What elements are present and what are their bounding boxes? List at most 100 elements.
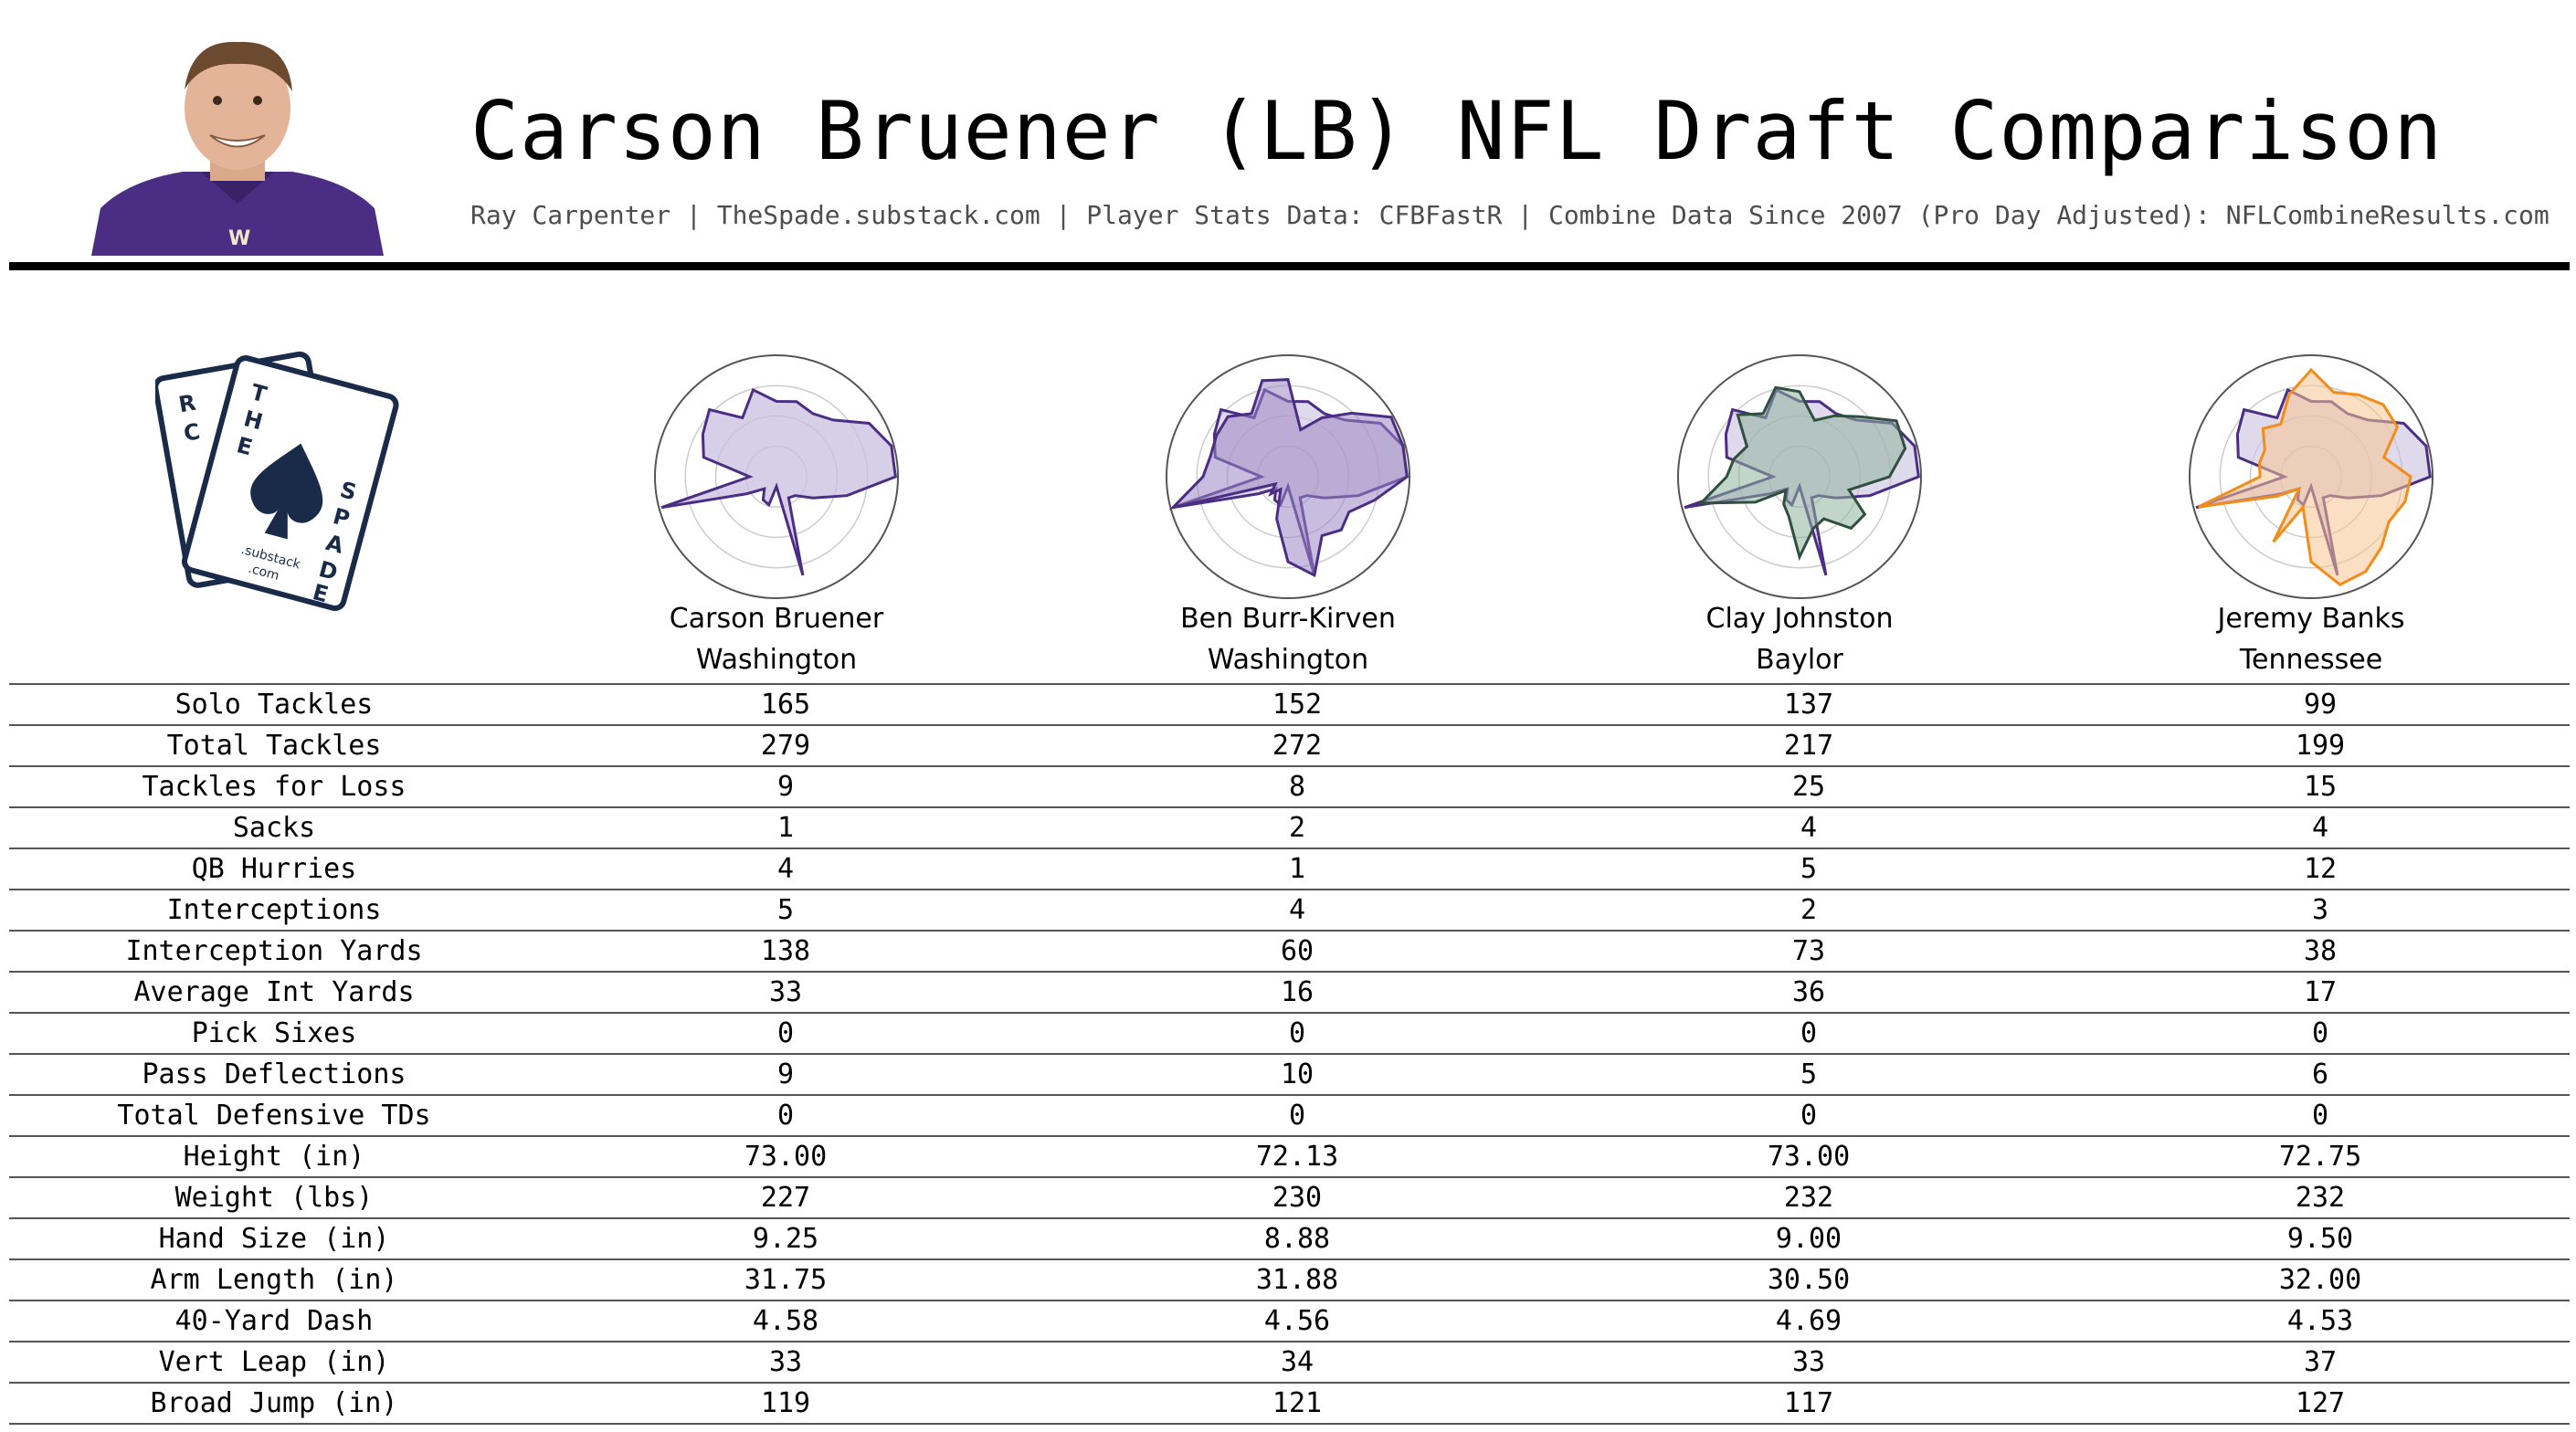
row-label: Sacks — [232, 812, 316, 844]
table-cell: 31.75 — [744, 1264, 828, 1296]
table-cell: 9.00 — [1775, 1223, 1842, 1255]
table-cell: 232 — [2295, 1182, 2346, 1214]
player-header: Ben Burr-Kirven Washington — [1096, 598, 1480, 680]
table-cell: 32.00 — [2278, 1264, 2362, 1296]
table-cell: 4 — [776, 853, 795, 885]
table-cell: 4.56 — [1263, 1305, 1331, 1337]
table-cell: 8 — [1288, 771, 1306, 803]
table-cell: 34 — [1280, 1346, 1314, 1378]
svg-text:E: E — [310, 579, 331, 607]
radar-grid-ring — [2249, 415, 2373, 539]
radar-grid-ring — [2219, 384, 2403, 569]
table-cell: 9.50 — [2286, 1223, 2354, 1255]
table-cell: 36 — [1791, 976, 1826, 1008]
player-name: Jeremy Banks — [2217, 603, 2405, 635]
row-label: QB Hurries — [191, 853, 357, 885]
table-cell: 4.69 — [1775, 1305, 1842, 1337]
table-cell: 217 — [1783, 730, 1834, 762]
table-row: Height (in) 73.00 72.13 73.00 72.75 — [9, 1135, 2570, 1176]
radar-series-comparison — [2198, 367, 2412, 586]
row-label: Tackles for Loss — [142, 771, 406, 803]
row-label: Interception Yards — [125, 935, 423, 967]
table-cell: 0 — [1288, 1017, 1306, 1049]
table-row: QB Hurries 4 1 5 12 — [9, 848, 2570, 889]
table-cell: 0 — [1288, 1100, 1306, 1132]
chart-subtitle: Ray Carpenter | TheSpade.substack.com | … — [470, 200, 2550, 230]
svg-text:W: W — [228, 227, 250, 250]
table-row: Hand Size (in) 9.25 8.88 9.00 9.50 — [9, 1217, 2570, 1258]
table-cell: 33 — [768, 976, 803, 1008]
player-school: Washington — [695, 644, 858, 676]
table-cell: 16 — [1280, 976, 1314, 1008]
row-label: Height (in) — [183, 1141, 365, 1173]
table-cell: 230 — [1272, 1182, 1323, 1214]
player-header: Carson Bruener Washington — [585, 598, 968, 680]
table-cell: 279 — [760, 730, 811, 762]
header-divider — [9, 262, 2570, 270]
svg-text:T: T — [248, 379, 270, 407]
table-cell: 272 — [1272, 730, 1323, 762]
row-label: Arm Length (in) — [150, 1264, 398, 1296]
radar-outer-ring — [1166, 354, 1410, 599]
radar-grid-ring — [1737, 415, 1862, 539]
table-cell: 31.88 — [1255, 1264, 1339, 1296]
table-cell: 33 — [768, 1346, 803, 1378]
table-row: 40-Yard Dash 4.58 4.56 4.69 4.53 — [9, 1300, 2570, 1341]
table-row: Tackles for Loss 9 8 25 15 — [9, 765, 2570, 806]
radar-series-base — [1684, 387, 1920, 576]
radar-grid-ring — [1196, 384, 1380, 569]
row-label: Hand Size (in) — [158, 1223, 390, 1255]
table-cell: 117 — [1783, 1387, 1834, 1419]
table-row: Arm Length (in) 31.75 31.88 30.50 32.00 — [9, 1258, 2570, 1300]
radar-chart — [1166, 354, 1410, 599]
radar-series-base — [1172, 387, 1409, 576]
table-cell: 15 — [2303, 771, 2338, 803]
table-cell: 0 — [776, 1017, 795, 1049]
table-cell: 8.88 — [1263, 1223, 1331, 1255]
row-label: Total Tackles — [166, 730, 382, 762]
radar-grid-ring — [1707, 384, 1892, 569]
table-row: Broad Jump (in) 119 121 117 127 — [9, 1382, 2570, 1425]
table-cell: 227 — [760, 1182, 811, 1214]
row-label: Total Defensive TDs — [117, 1100, 431, 1132]
row-label: Vert Leap (in) — [158, 1346, 390, 1378]
radar-grid-ring — [1768, 446, 1831, 508]
table-cell: 127 — [2295, 1387, 2346, 1419]
table-cell: 72.75 — [2278, 1141, 2362, 1173]
radar-outer-ring — [1677, 354, 1922, 599]
table-cell: 4 — [1288, 894, 1306, 926]
header: W Carson Bruener (LB) NFL Draft Comparis… — [0, 0, 2576, 274]
row-label: Interceptions — [166, 894, 382, 926]
table-cell: 232 — [1783, 1182, 1834, 1214]
table-cell: 152 — [1272, 689, 1323, 721]
row-label: Weight (lbs) — [174, 1182, 374, 1214]
table-cell: 25 — [1791, 771, 1826, 803]
player-name: Clay Johnston — [1705, 603, 1894, 635]
table-cell: 72.13 — [1255, 1141, 1339, 1173]
radar-chart — [1677, 354, 1922, 599]
radar-grid-ring — [684, 384, 869, 569]
row-label: 40-Yard Dash — [174, 1305, 374, 1337]
table-cell: 73.00 — [744, 1141, 828, 1173]
table-cell: 9 — [776, 771, 795, 803]
table-cell: 138 — [760, 935, 811, 967]
table-cell: 9.25 — [752, 1223, 819, 1255]
table-row: Sacks 1 2 4 4 — [9, 806, 2570, 848]
table-cell: 37 — [2303, 1346, 2338, 1378]
table-cell: 9 — [776, 1058, 795, 1090]
table-cell: 5 — [1800, 853, 1818, 885]
table-cell: 0 — [1800, 1100, 1818, 1132]
player-photo: W — [91, 41, 384, 256]
player-header: Clay Johnston Baylor — [1608, 598, 1991, 680]
the-spade-logo: R C T H E S P A D E .substack .com — [155, 351, 399, 612]
player-header: Jeremy Banks Tennessee — [2119, 598, 2503, 680]
row-label: Broad Jump (in) — [150, 1387, 398, 1419]
svg-text:E: E — [234, 432, 255, 460]
table-cell: 10 — [1280, 1058, 1314, 1090]
table-row: Total Tackles 279 272 217 199 — [9, 724, 2570, 765]
table-cell: 4.58 — [752, 1305, 819, 1337]
table-cell: 38 — [2303, 935, 2338, 967]
table-cell: 73.00 — [1767, 1141, 1851, 1173]
table-cell: 60 — [1280, 935, 1314, 967]
stats-table: Solo Tackles 165 152 137 99 Total Tackles 279 2… — [9, 683, 2570, 1425]
